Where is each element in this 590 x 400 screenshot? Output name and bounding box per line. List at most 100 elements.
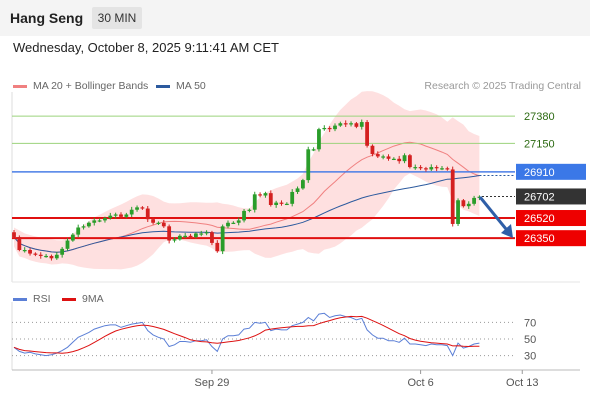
candle-body: [226, 222, 230, 227]
level-27380-label: 27380: [524, 111, 555, 123]
legend-rsi: RSI: [13, 293, 51, 305]
candle-body: [188, 235, 193, 237]
rsi-label: RSI: [33, 293, 51, 305]
rsi-swatch: [13, 297, 27, 301]
candle-body: [87, 222, 91, 227]
x-tick-label: Sep 29: [195, 377, 230, 389]
candle-body: [183, 235, 188, 237]
candle-body: [290, 191, 295, 204]
candle-body: [284, 203, 289, 206]
candle-body: [199, 233, 204, 235]
x-tick-label: Oct 13: [506, 377, 538, 389]
candle-body: [124, 214, 129, 217]
ma50-line: [13, 175, 480, 253]
candle-body: [44, 255, 48, 258]
candle-body: [135, 207, 139, 210]
candle-body: [215, 242, 220, 252]
level-26910-badge: [516, 163, 586, 180]
candle-body: [17, 236, 22, 251]
candle-body: [477, 196, 482, 198]
candle-body: [194, 233, 198, 237]
level-26350-label: 26350: [524, 233, 555, 245]
candle-body: [33, 253, 38, 255]
candle-body: [333, 125, 337, 130]
rsi-9ma-line: [13, 315, 480, 354]
candle-body: [156, 222, 161, 224]
legend-9ma: 9MA: [62, 293, 104, 305]
candle-body: [466, 203, 471, 207]
level-26520-badge: [516, 210, 586, 227]
candle-body: [418, 167, 423, 169]
rsi-tick-30: 30: [524, 351, 536, 363]
level-26702-label: 26702: [524, 191, 555, 203]
candle-body: [327, 127, 332, 130]
candle-body: [349, 123, 353, 125]
level-26350-badge: [516, 230, 586, 247]
candle-body: [103, 218, 107, 221]
candle-body: [140, 207, 145, 209]
candle-body: [92, 220, 97, 223]
candle-body: [263, 193, 268, 196]
legend-ma50: MA 50: [156, 80, 206, 92]
candle-body: [161, 222, 166, 227]
level-26702-badge: [516, 188, 586, 205]
candle-body: [397, 158, 402, 162]
rsi-line: [13, 312, 480, 357]
candle-body: [274, 202, 279, 205]
candle-body: [252, 194, 257, 210]
ma20-label: MA 20 + Bollinger Bands: [33, 80, 149, 92]
candle-body: [279, 202, 284, 204]
candle-body: [370, 145, 375, 155]
candle-body: [381, 156, 386, 158]
timeframe-badge[interactable]: 30 MIN: [92, 7, 142, 29]
candle-body: [81, 226, 86, 228]
candle-body: [113, 214, 118, 216]
ma50-label: MA 50: [176, 80, 206, 92]
candle-body: [65, 240, 70, 249]
level-26910-label: 26910: [524, 167, 555, 179]
rsi-tick-70: 70: [524, 317, 536, 329]
candle-body: [151, 219, 155, 223]
header-bar: Hang Seng 30 MIN: [0, 0, 590, 36]
candle-body: [311, 149, 316, 151]
candle-body: [247, 209, 252, 211]
candle-body: [220, 226, 225, 252]
candle-body: [38, 254, 43, 256]
rsi-tick-50: 50: [524, 334, 536, 346]
level-27150-label: 27150: [524, 138, 555, 150]
candle-body: [461, 200, 466, 207]
candle-body: [472, 197, 476, 204]
level-26520-label: 26520: [524, 213, 555, 225]
candle-body: [365, 122, 369, 146]
candle-body: [338, 123, 343, 126]
ma9-swatch: [62, 297, 76, 301]
candle-body: [450, 169, 455, 224]
candle-body: [359, 122, 364, 127]
ma9-label: 9MA: [82, 293, 104, 305]
candle-body: [429, 167, 434, 170]
candle-body: [70, 234, 75, 241]
candle-body: [22, 250, 27, 252]
candle-body: [375, 154, 380, 157]
candle-body: [268, 193, 273, 205]
candle-body: [242, 210, 246, 221]
candle-body: [258, 194, 262, 196]
candle-body: [210, 232, 214, 243]
candle-body: [97, 220, 102, 222]
legend-ma20: MA 20 + Bollinger Bands: [13, 80, 148, 92]
candle-body: [145, 208, 150, 220]
candle-body: [295, 188, 300, 192]
candle-body: [456, 200, 460, 224]
projection-arrow-shaft: [478, 196, 508, 230]
candle-body: [440, 168, 444, 170]
bollinger-band-area: [14, 91, 480, 270]
candle-body: [413, 167, 418, 169]
candle-body: [177, 235, 182, 240]
candle-body: [60, 248, 65, 255]
candle-body: [322, 127, 327, 130]
candle-body: [76, 227, 81, 235]
candle-body: [129, 209, 134, 215]
candle-body: [108, 215, 113, 219]
candle-body: [391, 158, 396, 160]
